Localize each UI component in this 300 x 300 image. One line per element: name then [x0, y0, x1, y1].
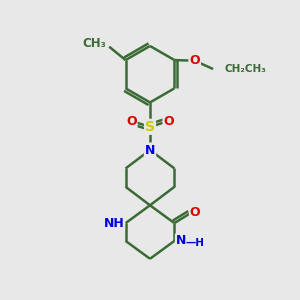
Text: O: O — [164, 115, 174, 128]
Text: O: O — [189, 54, 200, 67]
Text: CH₂CH₃: CH₂CH₃ — [224, 64, 266, 74]
Text: S: S — [145, 120, 155, 134]
Text: N: N — [145, 143, 155, 157]
Text: CH₃: CH₃ — [82, 37, 106, 50]
Text: NH: NH — [103, 217, 124, 230]
Text: O: O — [126, 115, 136, 128]
Text: N: N — [176, 235, 186, 248]
Text: O: O — [190, 206, 200, 219]
Text: —H: —H — [186, 238, 205, 248]
